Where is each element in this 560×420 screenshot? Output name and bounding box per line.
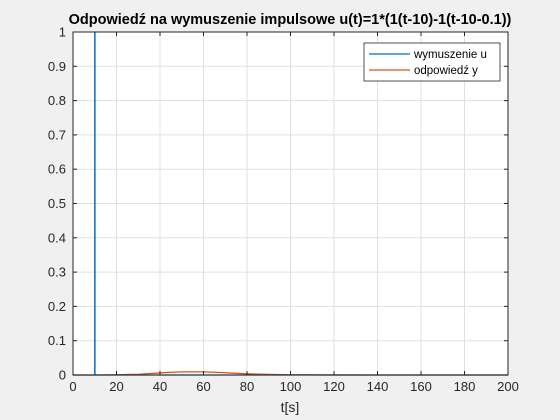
legend-label: wymuszenie u <box>413 49 487 61</box>
y-tick-label: 0.1 <box>48 333 66 348</box>
y-tick-label: 0.5 <box>48 196 66 211</box>
y-tick-label: 1 <box>59 25 66 40</box>
x-tick-labels: 0 20 40 60 80 100 120 140 160 180 200 <box>69 379 518 394</box>
y-tick-label: 0.7 <box>48 127 66 142</box>
x-axis-label: t[s] <box>281 399 300 415</box>
chart-title: Odpowiedź na wymuszenie impulsowe u(t)=1… <box>69 12 512 28</box>
y-tick-label: 0.8 <box>48 93 66 108</box>
y-tick-label: 0 <box>59 368 66 383</box>
y-tick-label: 0.3 <box>48 265 66 280</box>
y-tick-label: 0.9 <box>48 59 66 74</box>
x-tick-label: 120 <box>323 379 345 394</box>
y-tick-label: 0.4 <box>48 230 66 245</box>
x-tick-label: 0 <box>69 379 76 394</box>
x-tick-label: 40 <box>153 379 167 394</box>
tick-marks <box>72 31 509 376</box>
y-tick-label: 0.6 <box>48 162 66 177</box>
x-tick-label: 140 <box>367 379 389 394</box>
legend-box <box>363 42 501 82</box>
x-tick-label: 160 <box>410 379 432 394</box>
y-tick-labels: 0 0.1 0.2 0.3 0.4 0.5 0.6 0.7 0.8 0.9 1 <box>48 25 66 383</box>
x-tick-label: 180 <box>454 379 476 394</box>
x-tick-label: 100 <box>280 379 302 394</box>
x-tick-label: 200 <box>497 379 519 394</box>
x-tick-label: 80 <box>240 379 254 394</box>
x-tick-label: 60 <box>196 379 210 394</box>
legend-label: odpowiedź y <box>414 65 478 77</box>
x-tick-label: 20 <box>109 379 123 394</box>
y-tick-label: 0.2 <box>48 299 66 314</box>
legend: wymuszenie u odpowiedź y <box>363 42 501 82</box>
